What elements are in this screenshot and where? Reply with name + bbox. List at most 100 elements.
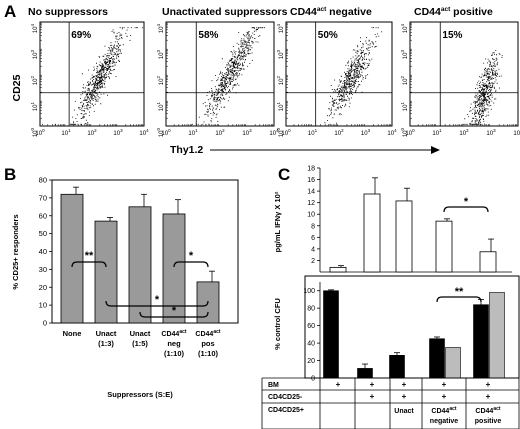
quadrant-percent: 58% bbox=[198, 30, 218, 41]
c-top-y-tick-label: 10 bbox=[307, 212, 315, 219]
c-bottom-bar-black bbox=[323, 290, 339, 379]
c-table-row-label: CD4CD25- bbox=[268, 394, 303, 401]
flow-y-tick-label: 100 bbox=[156, 128, 165, 138]
c-top-y-tick-label: 8 bbox=[311, 223, 315, 230]
b-y-tick-label: 80 bbox=[39, 176, 47, 185]
c-table-cell: CD44act bbox=[475, 406, 500, 415]
b-category-label-line2: pos bbox=[201, 339, 214, 348]
c-top-y-tick-label: 4 bbox=[311, 246, 315, 253]
b-y-tick-label: 0 bbox=[43, 319, 47, 328]
flow-x-tick-label: 103 bbox=[361, 128, 371, 137]
c-top-y-tick-label: 14 bbox=[307, 189, 315, 196]
c-table-cell-line2: negative bbox=[430, 418, 459, 425]
flow-x-tick-label: 100 bbox=[161, 128, 171, 137]
flow-y-tick-label: 104 bbox=[156, 24, 165, 34]
c-top-significance-star: * bbox=[464, 196, 469, 208]
quadrant-percent: 50% bbox=[318, 30, 338, 41]
b-significance-star: * bbox=[189, 250, 194, 262]
c-top-y-tick-label: 2 bbox=[311, 258, 315, 265]
flow-plot-frame bbox=[165, 21, 275, 127]
b-category-label: CD44act bbox=[195, 329, 220, 338]
c-bottom-y-tick-label: 20 bbox=[307, 358, 315, 365]
plot-a4-title: CD44act positive bbox=[414, 6, 493, 18]
c-top-y-tick-label: 12 bbox=[307, 200, 315, 207]
flow-events bbox=[463, 50, 503, 125]
b-significance-star: * bbox=[172, 305, 177, 317]
panel-c-letter: C bbox=[278, 165, 290, 184]
flow-x-tick-label: 101 bbox=[188, 128, 198, 137]
b-bar bbox=[60, 193, 84, 324]
flow-y-tick-label: 101 bbox=[276, 102, 285, 112]
panel-b-ylabel: % CD25+ responders bbox=[11, 214, 20, 289]
c-bottom-y-tick-label: 80 bbox=[307, 306, 315, 313]
panel-c-chart: 2 4 6 8 10 12 14 16 18 * 0 20 40 60 80 100 ** BM + + + + + CD4C… bbox=[261, 166, 520, 429]
flow-y-tick-label: 100 bbox=[30, 128, 39, 138]
c-table-cell: + bbox=[442, 392, 447, 401]
c-bottom-significance-star: ** bbox=[455, 286, 464, 298]
b-significance-star: ** bbox=[85, 250, 94, 262]
flow-y-tick-label: 103 bbox=[276, 50, 285, 60]
flow-y-tick-label: 102 bbox=[30, 76, 39, 86]
c-top-bar bbox=[479, 251, 497, 273]
flow-x-tick-label: 100 bbox=[281, 128, 291, 137]
panel-a-x-arrow-head bbox=[431, 146, 440, 154]
flow-plot-frame bbox=[285, 21, 393, 127]
b-category-label: Unact bbox=[96, 329, 117, 338]
c-bottom-bar-black bbox=[389, 355, 405, 379]
flow-x-tick-label: 104 bbox=[269, 128, 279, 137]
panel-b-xlabel: Suppressors (S:E) bbox=[107, 390, 173, 399]
c-top-bar bbox=[329, 266, 347, 273]
quadrant-percent: 69% bbox=[71, 30, 91, 41]
b-category-label-line2: neg bbox=[167, 339, 181, 348]
panel-a-y-label: CD25 bbox=[11, 74, 23, 101]
flow-y-tick-label: 101 bbox=[156, 102, 165, 112]
b-y-tick-label: 10 bbox=[39, 301, 47, 310]
flow-x-tick-label: 103 bbox=[113, 128, 123, 137]
plot-a3-title: CD44act negative bbox=[290, 6, 372, 18]
flow-y-tick-label: 102 bbox=[400, 76, 409, 86]
flow-y-tick-label: 101 bbox=[30, 102, 39, 112]
flow-x-tick-label: 104 bbox=[387, 128, 397, 137]
flow-x-tick-label: 101 bbox=[432, 128, 442, 137]
flow-x-tick-label: 100 bbox=[405, 128, 415, 137]
c-top-bar bbox=[435, 220, 453, 273]
flow-x-tick-label: 103 bbox=[486, 128, 496, 137]
c-table-cell: + bbox=[336, 380, 341, 389]
c-bottom-y-tick-label: 40 bbox=[307, 341, 315, 348]
c-top-y-tick-label: 6 bbox=[311, 235, 315, 242]
b-significance-bracket bbox=[105, 300, 209, 307]
c-top-y-tick-label: 18 bbox=[307, 166, 315, 173]
flow-y-tick-label: 104 bbox=[400, 24, 409, 34]
c-top-y-tick-label: 16 bbox=[307, 177, 315, 184]
flow-x-tick-label: 102 bbox=[334, 128, 344, 137]
quadrant-percent: 15% bbox=[442, 30, 462, 41]
flow-plot-frame bbox=[39, 21, 145, 127]
b-category-label: CD44act bbox=[161, 329, 186, 338]
c-bottom-y-tick-label: 60 bbox=[307, 323, 315, 330]
b-category-label-line2: (1:3) bbox=[98, 339, 114, 348]
c-bottom-bar-black bbox=[429, 338, 445, 379]
panel-b-letter: B bbox=[4, 165, 16, 184]
flow-x-tick-label: 100 bbox=[35, 128, 45, 137]
b-bar bbox=[94, 220, 118, 324]
flow-events bbox=[191, 27, 265, 125]
plot-a2-title: Unactivated suppressors bbox=[162, 6, 288, 18]
flow-x-tick-label: 104 bbox=[139, 128, 149, 137]
c-table-row-label: BM bbox=[268, 382, 279, 389]
panel-c-bottom-ylabel: % control CFU bbox=[273, 298, 282, 350]
flow-x-tick-label: 101 bbox=[61, 128, 71, 137]
c-table-cell-line2: positive bbox=[475, 418, 502, 425]
c-table-cell: + bbox=[486, 392, 491, 401]
flow-y-tick-label: 103 bbox=[156, 50, 165, 60]
c-bottom-y-tick-label: 0 bbox=[311, 376, 315, 383]
flow-y-tick-label: 100 bbox=[276, 128, 285, 138]
flow-y-tick-label: 103 bbox=[400, 50, 409, 60]
c-bottom-bar-black bbox=[357, 368, 373, 379]
c-bottom-significance-bracket bbox=[436, 296, 482, 303]
flow-y-tick-label: 101 bbox=[400, 102, 409, 112]
b-bar bbox=[162, 213, 186, 324]
c-bottom-bar-gray bbox=[445, 347, 461, 379]
c-table-cell: Unact bbox=[394, 408, 414, 415]
flow-plots: 10010010110110210210310310410469%1001001… bbox=[30, 21, 520, 138]
